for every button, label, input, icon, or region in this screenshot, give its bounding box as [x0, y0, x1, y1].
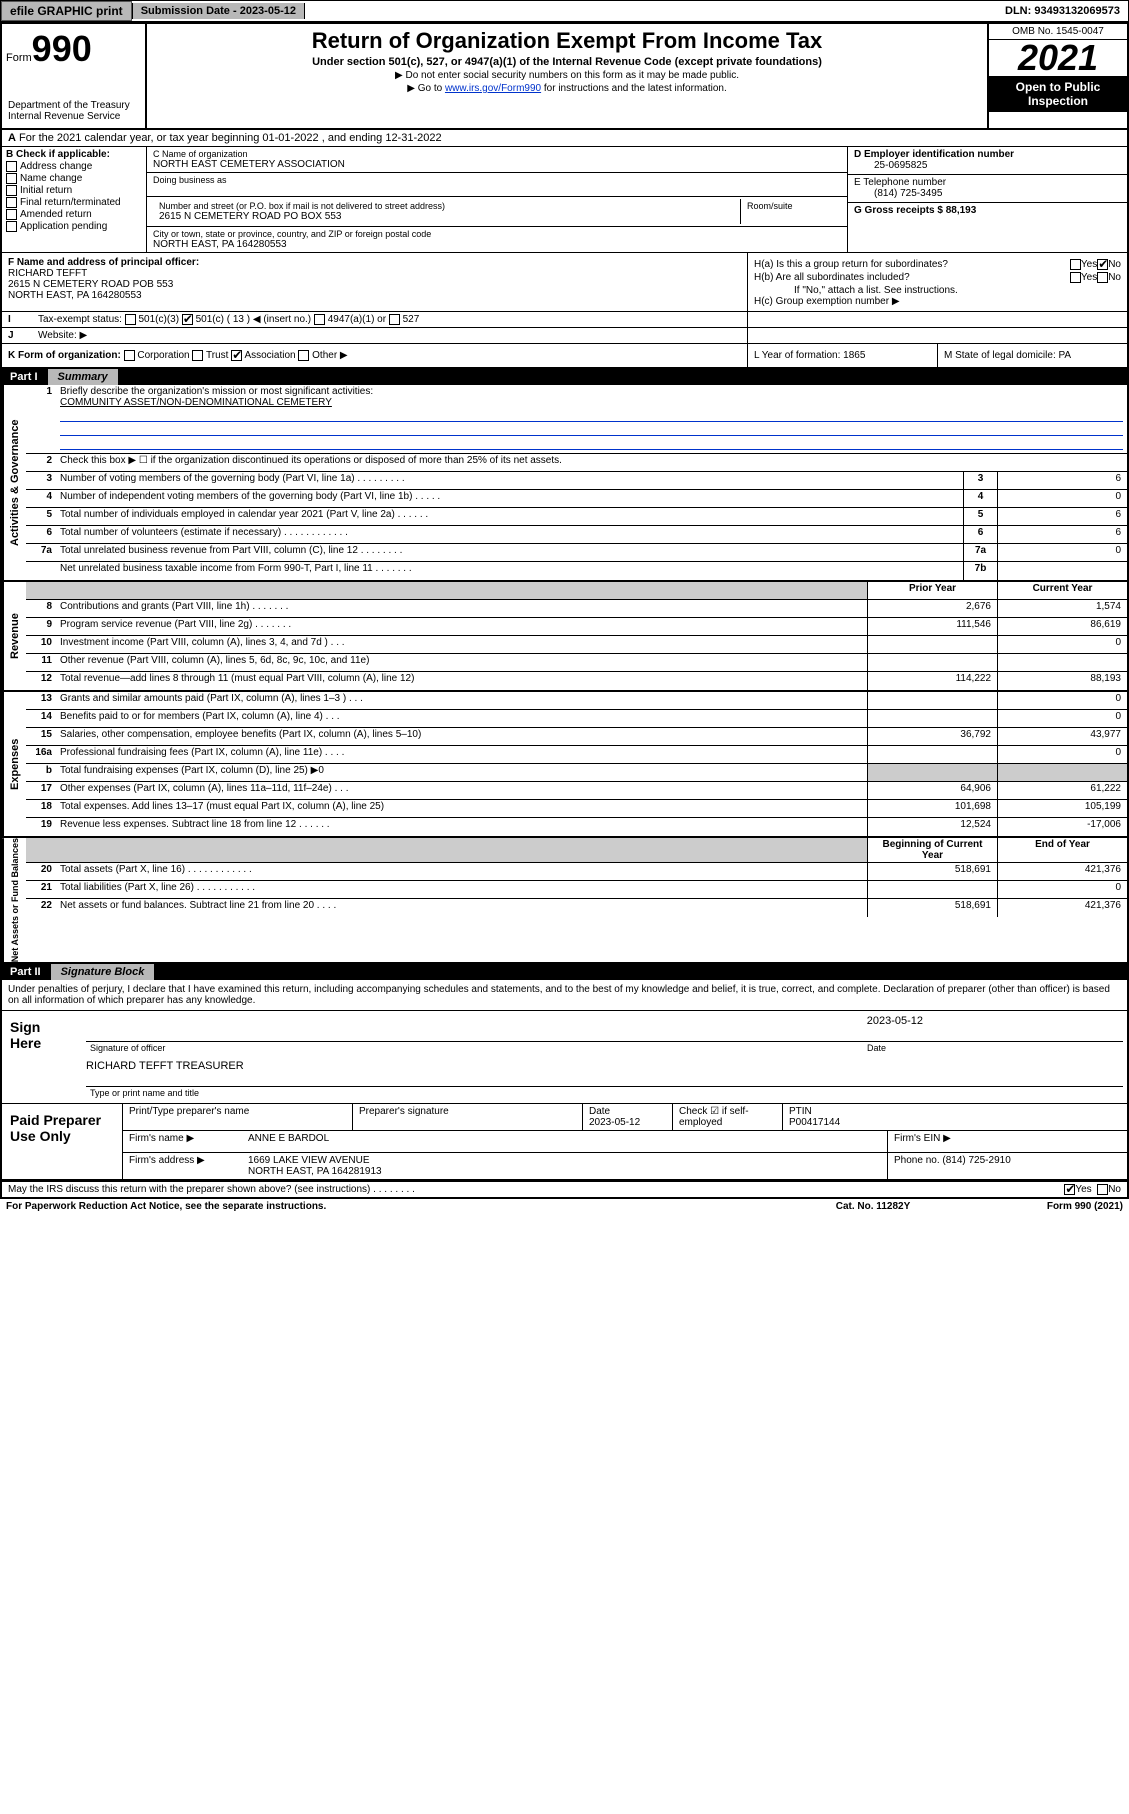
hb-yes[interactable] — [1070, 272, 1081, 283]
dln: DLN: 93493132069573 — [997, 3, 1128, 19]
form-header: Form990 Department of the Treasury Inter… — [0, 22, 1129, 130]
col-f: F Name and address of principal officer:… — [2, 253, 747, 311]
ha-no[interactable] — [1097, 259, 1108, 270]
vlabel-exp: Expenses — [2, 692, 26, 836]
org-name: NORTH EAST CEMETERY ASSOCIATION — [153, 159, 841, 170]
row-klm: K Form of organization: Corporation Trus… — [0, 344, 1129, 369]
tax-year: 2021 — [989, 40, 1127, 76]
section-bc: B Check if applicable: Address changeNam… — [0, 147, 1129, 253]
row-j: J Website: ▶ — [0, 328, 1129, 344]
discuss-no[interactable] — [1097, 1184, 1108, 1195]
colb-label: Final return/terminated — [20, 197, 121, 208]
form-subtitle: Under section 501(c), 527, or 4947(a)(1)… — [155, 56, 979, 68]
k-assoc[interactable] — [231, 350, 242, 361]
501c3-chk[interactable] — [125, 314, 136, 325]
dept-treasury: Department of the Treasury Internal Reve… — [6, 98, 141, 124]
form-title: Return of Organization Exempt From Incom… — [155, 28, 979, 54]
topbar: efile GRAPHIC print Submission Date - 20… — [0, 0, 1129, 22]
col-de: D Employer identification number 25-0695… — [847, 147, 1127, 252]
colb-chk[interactable] — [6, 221, 17, 232]
state-domicile: M State of legal domicile: PA — [937, 344, 1127, 367]
ha-yes[interactable] — [1070, 259, 1081, 270]
city: NORTH EAST, PA 164280553 — [153, 239, 841, 250]
phone: (814) 725-3495 — [854, 188, 1121, 199]
gross-receipts: G Gross receipts $ 88,193 — [854, 205, 1121, 216]
footer: For Paperwork Reduction Act Notice, see … — [0, 1199, 1129, 1214]
paid-preparer-label: Paid Preparer Use Only — [2, 1104, 122, 1179]
form-note2: ▶ Go to www.irs.gov/Form990 for instruct… — [155, 83, 979, 94]
netassets-section: Net Assets or Fund Balances Beginning of… — [0, 838, 1129, 964]
col-h: H(a) Is this a group return for subordin… — [747, 253, 1127, 311]
declaration: Under penalties of perjury, I declare th… — [2, 980, 1127, 1010]
irs-link[interactable]: www.irs.gov/Form990 — [445, 83, 541, 94]
discuss-yes[interactable] — [1064, 1184, 1075, 1195]
colb-label: Application pending — [20, 221, 107, 232]
form-word: Form — [6, 52, 32, 64]
row-i: I Tax-exempt status: 501(c)(3) 501(c) ( … — [0, 312, 1129, 328]
col-b: B Check if applicable: Address changeNam… — [2, 147, 147, 252]
col-c: C Name of organization NORTH EAST CEMETE… — [147, 147, 847, 252]
vlabel-net: Net Assets or Fund Balances — [2, 838, 26, 962]
colb-chk[interactable] — [6, 173, 17, 184]
phone-label: E Telephone number — [854, 177, 1121, 188]
hb-no[interactable] — [1097, 272, 1108, 283]
addr-label: Number and street (or P.O. box if mail i… — [159, 201, 734, 211]
efile-print-button[interactable]: efile GRAPHIC print — [1, 1, 132, 21]
colb-chk[interactable] — [6, 185, 17, 196]
vlabel-gov: Activities & Governance — [2, 385, 26, 580]
k-trust[interactable] — [192, 350, 203, 361]
vlabel-rev: Revenue — [2, 582, 26, 690]
form-note1: ▶ Do not enter social security numbers o… — [155, 70, 979, 81]
governance-section: Activities & Governance 1Briefly describ… — [0, 385, 1129, 582]
colb-label: Address change — [20, 161, 92, 172]
year-formation: L Year of formation: 1865 — [747, 344, 937, 367]
revenue-section: Revenue Prior YearCurrent Year 8Contribu… — [0, 582, 1129, 692]
4947-chk[interactable] — [314, 314, 325, 325]
part1-header: Part I Summary — [0, 369, 1129, 385]
org-name-label: C Name of organization — [153, 149, 841, 159]
colb-label: Amended return — [20, 209, 92, 220]
part2-header: Part II Signature Block — [0, 964, 1129, 980]
501c-chk[interactable] — [182, 314, 193, 325]
colb-chk[interactable] — [6, 209, 17, 220]
colb-label: Name change — [20, 173, 82, 184]
section-fh: F Name and address of principal officer:… — [0, 253, 1129, 312]
527-chk[interactable] — [389, 314, 400, 325]
signature-block: Under penalties of perjury, I declare th… — [0, 980, 1129, 1181]
row-a: A For the 2021 calendar year, or tax yea… — [0, 130, 1129, 147]
ein: 25-0695825 — [854, 160, 1121, 171]
colb-chk[interactable] — [6, 161, 17, 172]
k-other[interactable] — [298, 350, 309, 361]
sign-here: Sign Here — [2, 1011, 82, 1103]
form-number: 990 — [32, 28, 92, 69]
dba-label: Doing business as — [153, 175, 841, 185]
submission-date: Submission Date - 2023-05-12 — [132, 3, 305, 19]
expenses-section: Expenses 13Grants and similar amounts pa… — [0, 692, 1129, 838]
addr: 2615 N CEMETERY ROAD PO BOX 553 — [159, 211, 734, 222]
colb-chk[interactable] — [6, 197, 17, 208]
colb-label: Initial return — [20, 185, 72, 196]
discuss-row: May the IRS discuss this return with the… — [0, 1181, 1129, 1199]
k-corp[interactable] — [124, 350, 135, 361]
ein-label: D Employer identification number — [854, 149, 1121, 160]
room-label: Room/suite — [747, 201, 835, 211]
city-label: City or town, state or province, country… — [153, 229, 841, 239]
open-public: Open to Public Inspection — [989, 76, 1127, 112]
